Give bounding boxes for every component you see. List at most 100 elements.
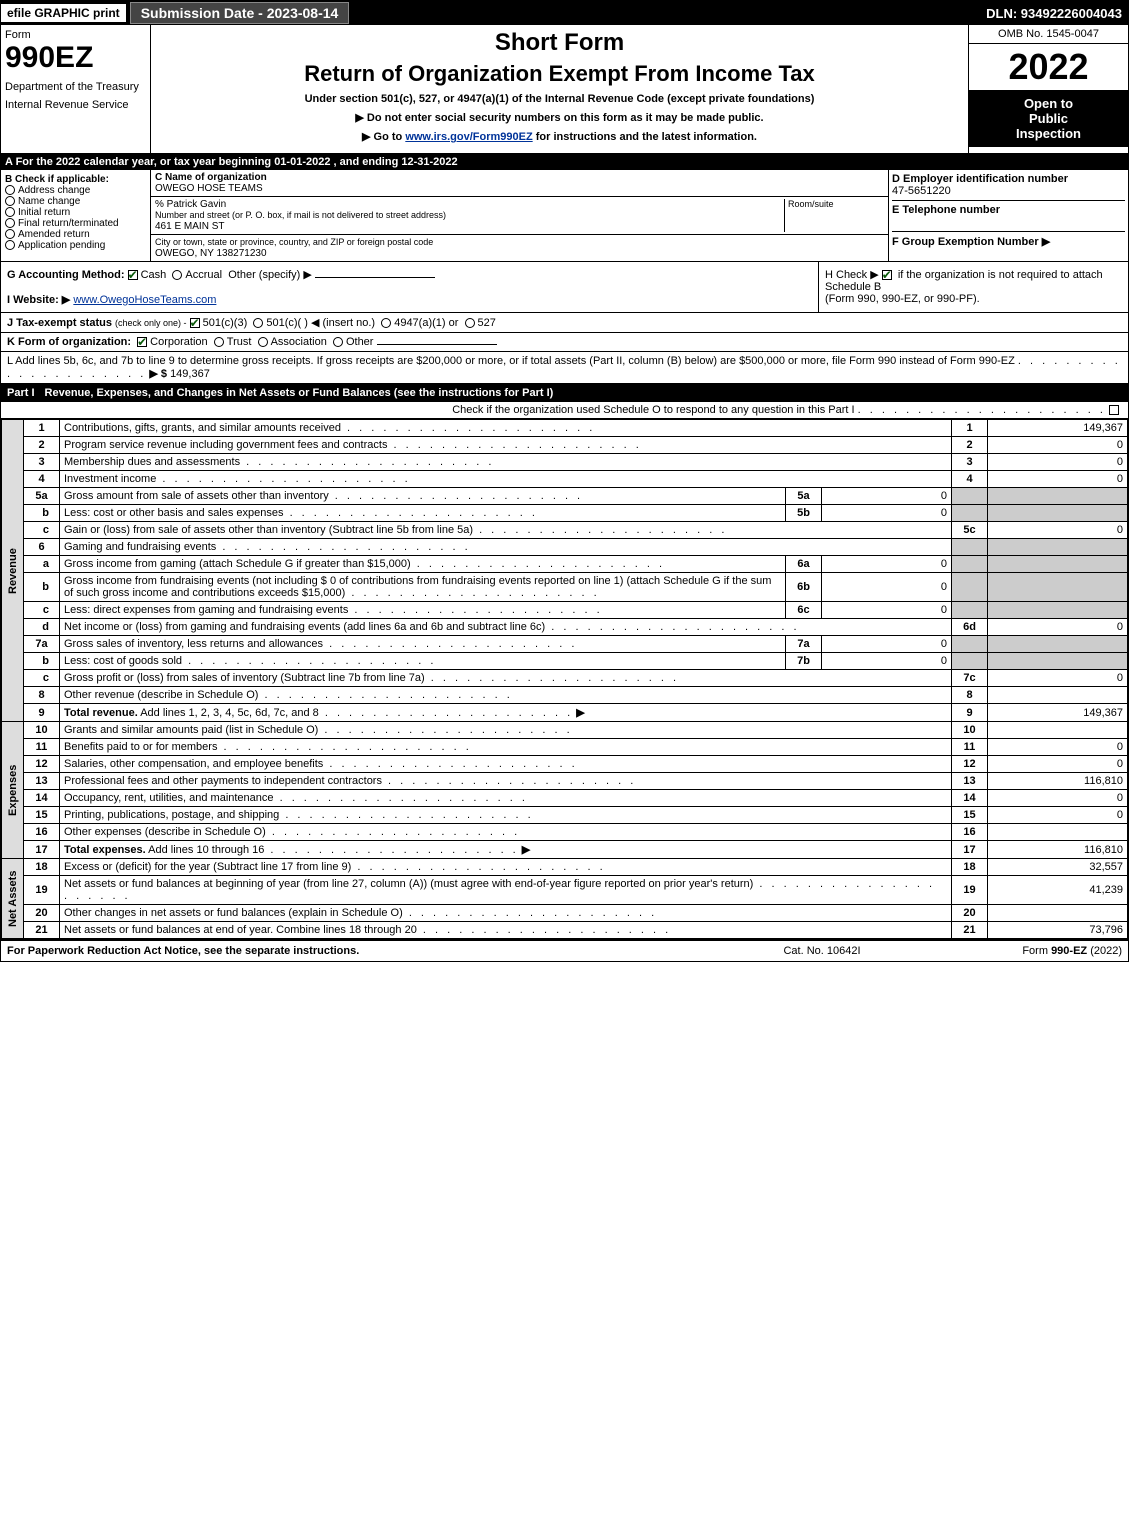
line-description: Other revenue (describe in Schedule O) [60,687,952,704]
section-a-tax-year: A For the 2022 calendar year, or tax yea… [1,154,1128,170]
street-value: 461 E MAIN ST [155,221,224,232]
title-short-form: Short Form [161,29,958,57]
l-value: 149,367 [170,368,210,380]
line-number: b [24,505,60,522]
radio-icon[interactable] [5,218,15,228]
right-line-value [988,687,1128,704]
section-g: G Accounting Method: Cash Accrual Other … [1,262,818,312]
street-label: Number and street (or P. O. box, if mail… [155,210,446,220]
checkbox-schedule-o[interactable] [1109,405,1119,415]
table-row: 7aGross sales of inventory, less returns… [2,636,1128,653]
table-row: Revenue1Contributions, gifts, grants, an… [2,420,1128,437]
page-footer: For Paperwork Reduction Act Notice, see … [1,939,1128,961]
j-sub: (check only one) - [115,318,187,328]
checkbox-corp[interactable] [137,337,147,347]
ein-label: D Employer identification number [892,173,1068,185]
b-item-pending: Application pending [5,240,146,251]
right-line-number: 13 [952,773,988,790]
right-line-value: 149,367 [988,704,1128,722]
form-header: Form 990EZ Department of the Treasury In… [1,25,1128,154]
line-description: Other changes in net assets or fund bala… [60,905,952,922]
line-number: 10 [24,722,60,739]
radio-other[interactable] [333,337,343,347]
section-l: L Add lines 5b, 6c, and 7b to line 9 to … [1,352,1128,384]
h-text1: H Check ▶ [825,269,882,281]
radio-icon[interactable] [5,229,15,239]
other-blank [315,277,435,278]
b-opt: Initial return [18,207,70,218]
footer-catno: Cat. No. 10642I [722,945,922,957]
radio-icon[interactable] [5,207,15,217]
radio-assoc[interactable] [258,337,268,347]
radio-4947[interactable] [381,318,391,328]
table-row: cGain or (loss) from sale of assets othe… [2,522,1128,539]
mid-line-value: 0 [822,602,952,619]
line-number: 17 [24,841,60,859]
radio-icon[interactable] [5,196,15,206]
radio-accrual[interactable] [172,270,182,280]
right-line-value: 0 [988,807,1128,824]
table-row: 20Other changes in net assets or fund ba… [2,905,1128,922]
right-line-number [952,636,988,653]
table-row: 8Other revenue (describe in Schedule O)8 [2,687,1128,704]
phone-label: E Telephone number [892,204,1000,216]
radio-icon[interactable] [5,185,15,195]
radio-501c[interactable] [253,318,263,328]
table-row: 6Gaming and fundraising events [2,539,1128,556]
form-container: efile GRAPHIC print Submission Date - 20… [0,0,1129,962]
line-description: Gross sales of inventory, less returns a… [60,636,786,653]
checkbox-cash[interactable] [128,270,138,280]
right-line-value: 0 [988,670,1128,687]
right-line-number: 14 [952,790,988,807]
mid-line-value: 0 [822,636,952,653]
line-description: Gross amount from sale of assets other t… [60,488,786,505]
k-other: Other [346,336,374,348]
right-line-number: 6d [952,619,988,636]
check-schedule-o: Check if the organization used Schedule … [1,402,1128,419]
right-line-value [988,824,1128,841]
header-right: OMB No. 1545-0047 2022 Open to Public In… [968,25,1128,153]
b-opt: Final return/terminated [18,218,119,229]
line-number: 11 [24,739,60,756]
right-line-number: 2 [952,437,988,454]
table-row: bGross income from fundraising events (n… [2,573,1128,602]
irs-link[interactable]: www.irs.gov/Form990EZ [405,131,532,143]
right-line-number [952,488,988,505]
right-line-number: 7c [952,670,988,687]
line-description: Printing, publications, postage, and shi… [60,807,952,824]
subtitle-ssn: ▶ Do not enter social security numbers o… [161,111,958,124]
line-description: Gross profit or (loss) from sales of inv… [60,670,952,687]
line-description: Less: cost of goods sold [60,653,786,670]
radio-527[interactable] [465,318,475,328]
right-line-value [988,722,1128,739]
c-city-block: City or town, state or province, country… [151,235,888,261]
line-number: 3 [24,454,60,471]
line-description: Net assets or fund balances at end of ye… [60,922,952,939]
table-row: bLess: cost or other basis and sales exp… [2,505,1128,522]
g-accrual: Accrual [185,269,222,281]
table-row: 4Investment income40 [2,471,1128,488]
table-row: 3Membership dues and assessments30 [2,454,1128,471]
footer-form-post: (2022) [1087,945,1122,957]
mid-line-value: 0 [822,556,952,573]
j-opt1: 501(c)(3) [203,317,248,329]
k-assoc: Association [271,336,327,348]
table-row: 21Net assets or fund balances at end of … [2,922,1128,939]
mid-line-number: 7b [786,653,822,670]
line-number: 14 [24,790,60,807]
right-line-number: 21 [952,922,988,939]
b-opt: Application pending [18,240,105,251]
dln-label: DLN: 93492226004043 [986,6,1128,21]
radio-icon[interactable] [5,240,15,250]
check-o-text: Check if the organization used Schedule … [452,404,854,416]
checkbox-501c3[interactable] [190,318,200,328]
right-line-number: 16 [952,824,988,841]
part-i-title: Revenue, Expenses, and Changes in Net As… [45,387,554,399]
j-opt4: 527 [478,317,496,329]
radio-trust[interactable] [214,337,224,347]
omb-number: OMB No. 1545-0047 [969,25,1128,44]
checkbox-schedule-b[interactable] [882,270,892,280]
footer-paperwork: For Paperwork Reduction Act Notice, see … [7,945,722,957]
website-link[interactable]: www.OwegoHoseTeams.com [73,294,216,306]
line-number: 4 [24,471,60,488]
